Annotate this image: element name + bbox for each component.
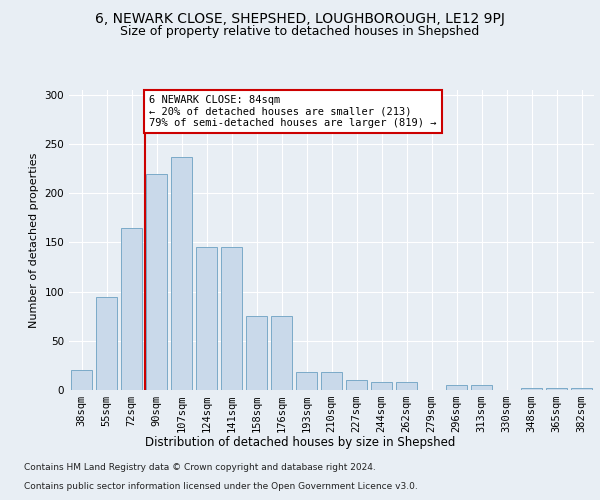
- Y-axis label: Number of detached properties: Number of detached properties: [29, 152, 39, 328]
- Bar: [446, 385, 467, 390]
- Bar: [321, 372, 342, 390]
- Bar: [71, 370, 92, 390]
- Bar: [271, 316, 292, 390]
- Bar: [96, 296, 117, 390]
- Bar: [346, 380, 367, 390]
- Bar: [121, 228, 142, 390]
- Bar: [521, 388, 542, 390]
- Bar: [546, 388, 567, 390]
- Text: Size of property relative to detached houses in Shepshed: Size of property relative to detached ho…: [121, 25, 479, 38]
- Text: Contains public sector information licensed under the Open Government Licence v3: Contains public sector information licen…: [24, 482, 418, 491]
- Text: 6 NEWARK CLOSE: 84sqm
← 20% of detached houses are smaller (213)
79% of semi-det: 6 NEWARK CLOSE: 84sqm ← 20% of detached …: [149, 95, 437, 128]
- Text: Distribution of detached houses by size in Shepshed: Distribution of detached houses by size …: [145, 436, 455, 449]
- Bar: [571, 388, 592, 390]
- Bar: [396, 382, 417, 390]
- Bar: [296, 372, 317, 390]
- Bar: [246, 316, 267, 390]
- Bar: [221, 248, 242, 390]
- Bar: [146, 174, 167, 390]
- Text: Contains HM Land Registry data © Crown copyright and database right 2024.: Contains HM Land Registry data © Crown c…: [24, 464, 376, 472]
- Bar: [171, 157, 192, 390]
- Bar: [196, 248, 217, 390]
- Bar: [371, 382, 392, 390]
- Text: 6, NEWARK CLOSE, SHEPSHED, LOUGHBOROUGH, LE12 9PJ: 6, NEWARK CLOSE, SHEPSHED, LOUGHBOROUGH,…: [95, 12, 505, 26]
- Bar: [471, 385, 492, 390]
